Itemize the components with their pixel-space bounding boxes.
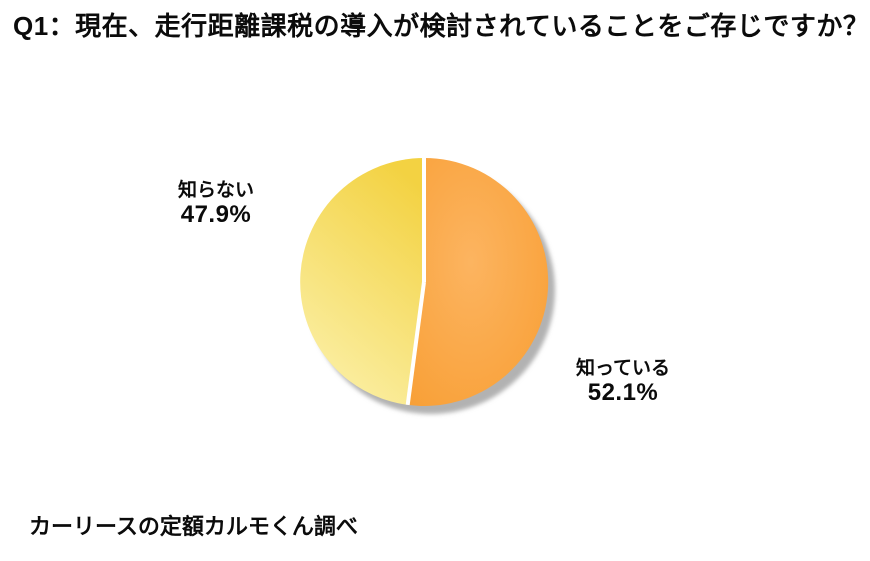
slice-percent-aware: 52.1% [587,379,659,406]
slice-percent-unaware: 47.9% [180,201,252,228]
slice-label-aware: 知っている 52.1% [553,358,693,405]
question-title: Q1：現在、走行距離課税の導入が検討されていることをご存じですか？ [13,11,870,41]
slice-name-unaware: 知らない [177,180,254,201]
slice-divider [405,281,426,406]
pie-slices [300,157,549,406]
slice-name-aware: 知っている [575,358,671,379]
slice-label-unaware: 知らない 47.9% [146,180,286,227]
pie-slice-dividers [405,158,426,406]
pie-slice-0 [407,157,549,406]
pie-slice-1 [300,158,424,405]
source-credit: カーリースの定額カルモくん調べ [29,514,358,539]
